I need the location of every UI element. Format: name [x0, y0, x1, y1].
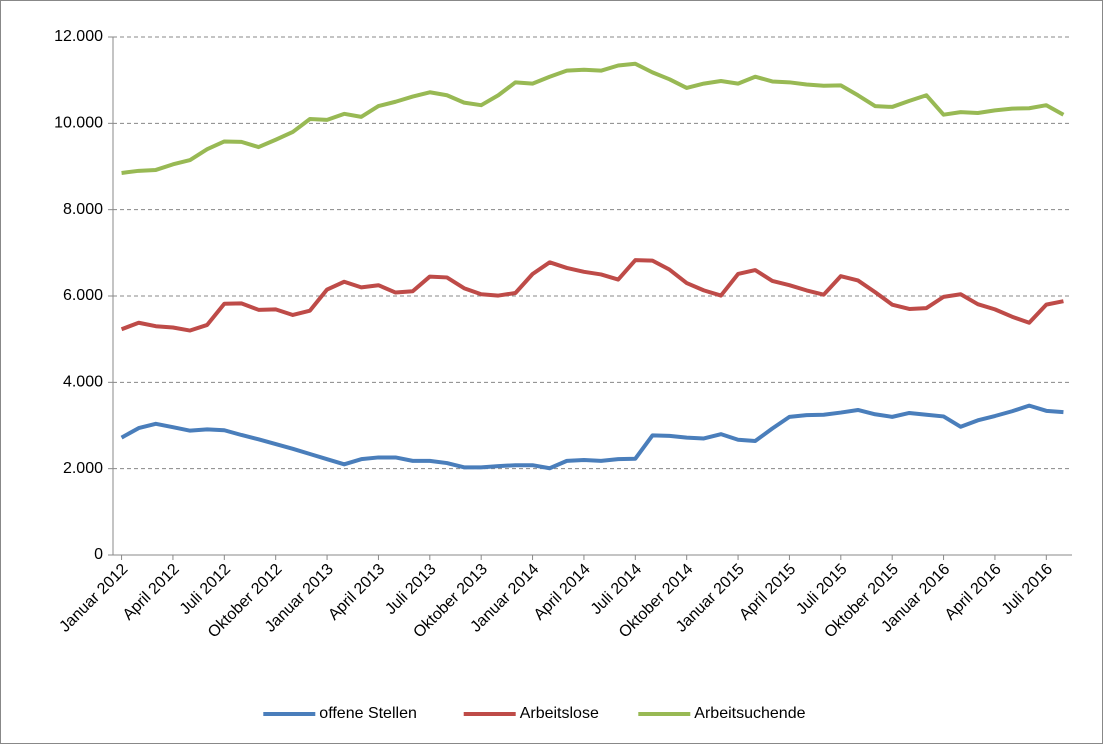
series-line	[120, 403, 1064, 471]
legend-label: offene Stellen	[319, 705, 417, 722]
y-tick-label: 12.000	[54, 28, 103, 45]
legend-label: Arbeitsuchende	[694, 705, 805, 722]
y-tick-label: 4.000	[63, 374, 103, 391]
legend-label: Arbeitslose	[520, 705, 599, 722]
y-tick-label: 2.000	[63, 460, 103, 477]
y-tick-label: 0	[94, 546, 103, 563]
y-tick-label: 10.000	[54, 115, 103, 132]
y-tick-label: 6.000	[63, 287, 103, 304]
series-line	[120, 258, 1064, 333]
series-line	[121, 61, 1065, 175]
y-tick-label: 8.000	[63, 201, 103, 218]
